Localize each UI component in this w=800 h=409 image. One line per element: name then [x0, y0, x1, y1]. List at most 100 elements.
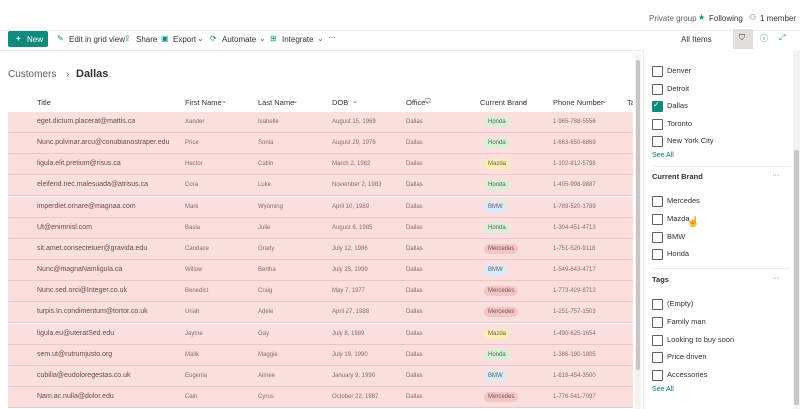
checkbox[interactable]	[652, 370, 663, 381]
see-all[interactable]: See All	[652, 386, 674, 393]
checkbox[interactable]	[652, 119, 663, 130]
cell: August 15, 1969	[332, 119, 376, 125]
checkbox[interactable]	[652, 101, 663, 112]
checkbox[interactable]	[652, 249, 663, 260]
title-cell[interactable]: Nunc.pulvinar.arcu@conubianostraper.edu	[37, 139, 170, 147]
column-header[interactable]: Current Brand	[480, 98, 528, 107]
command[interactable]: Edit in grid view	[69, 35, 126, 44]
column-header[interactable]: Phone Number	[553, 98, 604, 107]
separator	[652, 166, 790, 167]
column-header[interactable]: Title	[37, 98, 51, 107]
command[interactable]: Integrate	[282, 35, 314, 44]
cell: Isabelle	[258, 119, 279, 125]
command-icon: ⊞	[270, 34, 277, 43]
checkbox[interactable]	[652, 84, 663, 95]
title-cell[interactable]: ligula.elit.pretium@risus.ca	[37, 160, 121, 168]
row[interactable]	[8, 196, 633, 218]
row[interactable]	[8, 344, 633, 366]
checkbox[interactable]	[652, 232, 663, 243]
new-button[interactable]	[8, 31, 48, 47]
option-label[interactable]: Dallas	[667, 101, 688, 110]
cell: May 7, 1977	[332, 288, 366, 295]
title-cell[interactable]: Ut@enimnisl.com	[37, 223, 92, 231]
row[interactable]	[8, 365, 633, 387]
option-label[interactable]: (Empty)	[667, 299, 694, 308]
sort-chevron: ⌄	[522, 96, 529, 105]
title-cell[interactable]: turpis.In.condimentum@tortor.co.uk	[37, 308, 148, 316]
checkbox[interactable]	[652, 299, 663, 310]
command[interactable]: Export	[173, 35, 197, 44]
row[interactable]	[8, 281, 633, 303]
option-label[interactable]: BMW	[667, 232, 686, 241]
checkbox[interactable]	[652, 335, 663, 346]
checkbox[interactable]	[652, 317, 663, 328]
following[interactable]: Following	[709, 14, 743, 23]
cell: Uriah	[185, 309, 200, 316]
panel-scroll-thumb[interactable]	[794, 150, 799, 405]
title-cell[interactable]: ligula.eu@uteratSed.edu	[37, 329, 115, 337]
row[interactable]	[8, 112, 633, 133]
checkbox[interactable]	[652, 214, 663, 225]
title-cell[interactable]: eget.dictum.placerat@mattis.ca	[37, 118, 136, 125]
cell: 1-663-650-6869	[553, 140, 596, 147]
checkbox[interactable]	[652, 352, 663, 363]
row[interactable]	[8, 302, 633, 324]
breadcrumb[interactable]: Customers	[8, 69, 57, 80]
see-all[interactable]: See All	[652, 152, 674, 159]
title-cell[interactable]: cubilia@eudoloregestas.co.uk	[37, 371, 131, 379]
option-label[interactable]: Honda	[667, 249, 690, 258]
title-cell[interactable]: eleifend.nec.malesuada@atrisus.ca	[37, 181, 149, 189]
cell: Cora	[185, 182, 199, 189]
sort-chevron: ⌄	[221, 96, 228, 105]
row[interactable]	[8, 175, 633, 197]
command[interactable]: Automate	[222, 35, 257, 44]
column-header[interactable]: Office	[406, 98, 426, 107]
column-header[interactable]: Ta	[627, 98, 633, 107]
checkbox[interactable]	[652, 136, 663, 147]
title-cell[interactable]: Nam.ac.nulla@dolor.edu	[37, 392, 114, 400]
option-label[interactable]: Denver	[667, 66, 692, 75]
filter-icon: ⛉	[739, 33, 745, 42]
column-header[interactable]: DOB	[332, 98, 349, 107]
cell: Craig	[258, 288, 273, 295]
command[interactable]: Share	[136, 35, 158, 44]
view-selector[interactable]: All Items	[681, 35, 712, 44]
scroll-thumb[interactable]	[636, 60, 640, 370]
option-label[interactable]: Looking to buy soon	[667, 335, 735, 344]
section-more[interactable]: ···	[772, 170, 780, 179]
option-label[interactable]: New York City	[667, 136, 714, 145]
row[interactable]	[8, 238, 633, 260]
title-cell[interactable]: Nunc@magnaNamligula.ca	[37, 266, 123, 274]
row[interactable]	[8, 154, 633, 176]
option-label[interactable]: Family man	[667, 317, 706, 326]
title-cell[interactable]: sit.amet.consectetuer@gravida.edu	[37, 244, 148, 252]
checkbox[interactable]	[652, 196, 663, 207]
option-label[interactable]: Price driven	[667, 352, 707, 361]
title-cell[interactable]: sem.ut@rutrumjusto.org	[37, 350, 113, 358]
sort-chevron: ⌄	[424, 96, 431, 105]
row[interactable]	[8, 133, 633, 155]
option-label[interactable]: Toronto	[667, 119, 693, 128]
row[interactable]	[8, 323, 633, 345]
more[interactable]: ···	[328, 33, 336, 42]
checkbox[interactable]	[652, 66, 663, 77]
expand-icon[interactable]: ⤢	[779, 33, 786, 42]
info-icon[interactable]: ⓘ	[760, 34, 768, 43]
title-cell[interactable]: Nunc.sed.orci@Integer.co.uk	[37, 287, 127, 295]
option-label[interactable]: Detroit	[667, 84, 690, 93]
row[interactable]	[8, 386, 633, 408]
row[interactable]	[8, 260, 633, 282]
cursor: ☝	[687, 217, 700, 228]
section-more[interactable]: ···	[772, 273, 780, 282]
row[interactable]	[8, 217, 633, 239]
option-label[interactable]: Mercedes	[667, 196, 700, 205]
column-header[interactable]: Last Name	[258, 98, 295, 107]
column-header[interactable]: First Name	[185, 98, 222, 107]
top-bar	[0, 0, 800, 31]
option-label[interactable]: Accessories	[667, 370, 708, 379]
title-cell[interactable]: imperdiet.ornare@magnaa.com	[37, 202, 136, 210]
star-icon: ★	[698, 13, 706, 22]
filter-button[interactable]	[733, 29, 753, 49]
option-label[interactable]: Mazda	[667, 214, 690, 223]
members[interactable]: 1 member	[760, 14, 797, 23]
